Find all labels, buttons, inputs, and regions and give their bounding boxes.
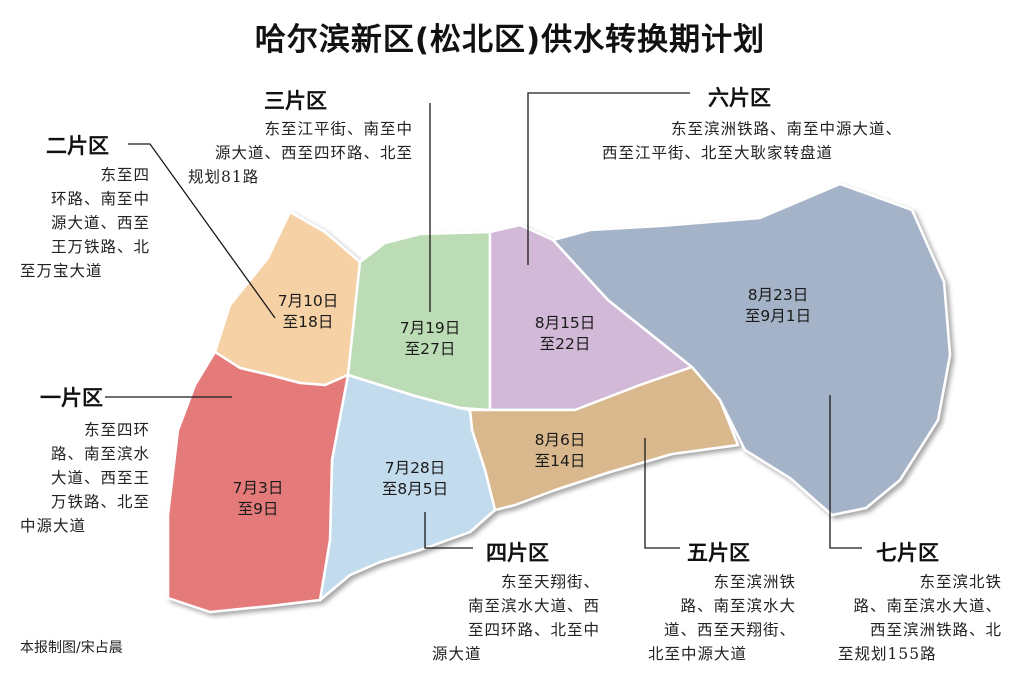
leader-line-zone-4 [424, 512, 473, 549]
zone-2-desc-line: 东至四 [100, 166, 150, 184]
zone-1-date-end: 至9日 [237, 500, 279, 518]
zone-1-date-start: 7月3日 [232, 479, 284, 497]
zone-4-desc-line: 源大道 [432, 645, 482, 663]
zone-4-desc-line: 东至天翔街、 [500, 573, 600, 591]
zone-3-desc-line: 规划81路 [188, 168, 260, 186]
zone-5-name: 五片区 [687, 541, 750, 565]
zone-7-description: 东至滨北铁 路、南至滨水大道、 西至滨洲铁路、北 至规划155路 [838, 570, 1002, 666]
zone-5-date-end: 至14日 [534, 452, 586, 470]
zone-1-desc-line: 大道、西至王 [50, 469, 150, 487]
zone-1-desc-line: 东至四环 [83, 421, 150, 439]
zone-6-description: 东至滨洲铁路、南至中源大道、 西至江平街、北至大耿家转盘道 [602, 117, 902, 165]
zone-7-dates: 8月23日 至9月1日 [728, 285, 828, 327]
zone-1-name: 一片区 [40, 386, 103, 410]
zone-5-desc-line: 北至中源大道 [648, 645, 748, 663]
zone-6-desc-line: 东至滨洲铁路、南至中源大道、 [670, 120, 902, 138]
zone-7-name: 七片区 [876, 541, 939, 565]
zone-4-desc-line: 至四环路、北至中 [467, 621, 600, 639]
zone-3-date-start: 7月19日 [399, 319, 461, 337]
zone-3-name: 三片区 [264, 89, 327, 113]
zone-2-date-end: 至18日 [282, 313, 334, 331]
zone-2-desc-line: 环路、南至中 [50, 190, 150, 208]
zone-1-description: 东至四环 路、南至滨水 大道、西至王 万铁路、北至 中源大道 [20, 418, 150, 538]
zone-7-desc-line: 至规划155路 [838, 645, 937, 663]
zone-2-description: 东至四 环路、南至中 源大道、西至 王万铁路、北 至万宝大道 [20, 163, 150, 283]
zone-4-dates: 7月28日 至8月5日 [365, 458, 465, 500]
zone-3-desc-line: 东至江平街、南至中 [264, 120, 413, 138]
zone-6-date-end: 至22日 [539, 335, 591, 353]
zone-3-date-end: 至27日 [404, 340, 456, 358]
zone-5-desc-line: 路、南至滨水大 [680, 597, 796, 615]
map-title: 哈尔滨新区(松北区)供水转换期计划 [254, 22, 766, 58]
zone-7-date-end: 至9月1日 [744, 307, 812, 325]
leader-line-zone-7 [829, 395, 862, 549]
zone-4-date-end: 至8月5日 [381, 480, 449, 498]
zone-7-desc-line: 路、南至滨水大道、 [853, 597, 1002, 615]
zone-4-desc-line: 南至滨水大道、西 [467, 597, 600, 615]
zone-7-desc-line: 西至滨洲铁路、北 [869, 621, 1002, 639]
zone-5-desc-line: 东至滨洲铁 [713, 573, 796, 591]
zone-3-desc-line: 源大道、西至四环路、北至 [214, 144, 413, 162]
zone-2-dates: 7月10日 至18日 [263, 291, 353, 333]
zone-5-dates: 8月6日 至14日 [515, 430, 605, 472]
credit-line: 本报制图/宋占晨 [20, 640, 123, 656]
zone-6-name: 六片区 [708, 86, 771, 110]
zone-2-date-start: 7月10日 [277, 292, 339, 310]
zone-4-description: 东至天翔街、 南至滨水大道、西 至四环路、北至中 源大道 [432, 570, 600, 666]
zone-6-desc-line: 西至江平街、北至大耿家转盘道 [602, 144, 834, 162]
zone-1-desc-line: 万铁路、北至 [50, 493, 150, 511]
zone-4-date-start: 7月28日 [384, 459, 446, 477]
zone-2-desc-line: 至万宝大道 [20, 262, 103, 280]
leader-line-zone-6 [527, 92, 690, 265]
zone-3-dates: 7月19日 至27日 [385, 318, 475, 360]
zone-7-date-start: 8月23日 [747, 286, 809, 304]
zone-5-description: 东至滨洲铁 路、南至滨水大 道、西至天翔街、 北至中源大道 [648, 570, 796, 666]
zone-1-dates: 7月3日 至9日 [218, 478, 298, 520]
zone-3-description: 东至江平街、南至中 源大道、西至四环路、北至 规划81路 [188, 117, 413, 189]
zone-6-date-start: 8月15日 [534, 314, 596, 332]
zone-5-desc-line: 道、西至天翔街、 [663, 621, 796, 639]
zone-1-desc-line: 中源大道 [20, 517, 87, 535]
zone-2-desc-line: 源大道、西至 [50, 214, 150, 232]
zone-4-name: 四片区 [486, 541, 549, 565]
zone-1-area[interactable] [166, 350, 350, 614]
zone-5-date-start: 8月6日 [534, 431, 586, 449]
zone-1-desc-line: 路、南至滨水 [50, 445, 150, 463]
zone-7-desc-line: 东至滨北铁 [919, 573, 1002, 591]
leader-line-zone-5 [644, 438, 680, 549]
zone-2-name: 二片区 [46, 134, 109, 158]
zone-2-desc-line: 王万铁路、北 [50, 238, 150, 256]
zone-6-dates: 8月15日 至22日 [520, 313, 610, 355]
leader-line-zone-2 [128, 143, 276, 319]
